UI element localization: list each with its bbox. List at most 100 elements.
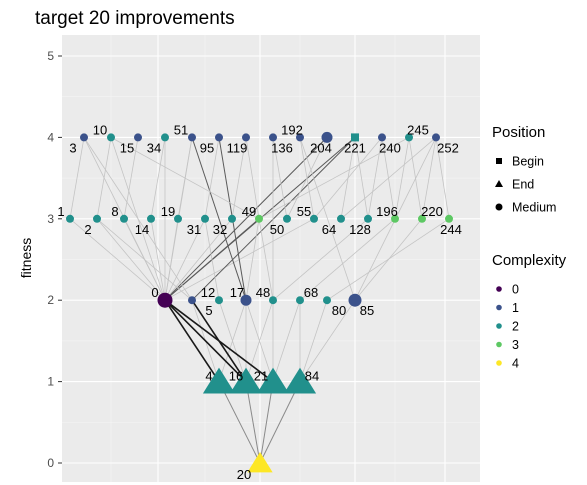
- node-label: 14: [135, 222, 149, 237]
- node-label: 5: [205, 303, 212, 318]
- node-label: 3: [69, 140, 76, 155]
- edge: [164, 218, 179, 301]
- edge: [164, 218, 206, 301]
- node-marker: [134, 133, 142, 142]
- node-marker: [269, 133, 277, 142]
- node-label: 19: [161, 204, 175, 219]
- node-label: 10: [93, 122, 107, 137]
- edge: [245, 381, 261, 464]
- node-marker: [269, 296, 277, 305]
- edge: [421, 137, 437, 219]
- node-label: 4: [205, 369, 212, 384]
- edge: [354, 137, 369, 219]
- edge: [150, 218, 166, 301]
- edge: [299, 137, 315, 219]
- legend-marker-end: [495, 180, 503, 187]
- node-marker: [157, 292, 173, 308]
- node-label: 85: [360, 303, 374, 318]
- legend-marker-complexity: [496, 304, 502, 311]
- edge: [231, 137, 247, 219]
- edge: [218, 300, 247, 382]
- node-label: 31: [187, 222, 201, 237]
- node-label: 240: [379, 140, 401, 155]
- y-tick-label: 3: [47, 212, 54, 226]
- node-marker: [242, 133, 250, 142]
- node-marker: [296, 296, 304, 305]
- node-label: 95: [200, 140, 214, 155]
- node-label: 80: [332, 303, 346, 318]
- node-label: 15: [120, 140, 134, 155]
- edge: [272, 218, 369, 301]
- edge: [164, 137, 328, 301]
- node-label: 1: [57, 204, 64, 219]
- chart-title: target 20 improvements: [35, 8, 235, 29]
- y-tick-label: 0: [47, 456, 54, 470]
- legend-marker-complexity: [496, 360, 502, 366]
- edge: [259, 381, 274, 464]
- node-marker: [255, 214, 263, 223]
- edge: [354, 218, 423, 301]
- node-marker: [378, 133, 386, 142]
- node-label: 136: [271, 140, 293, 155]
- legend-label: 0: [512, 283, 519, 297]
- legend-marker-complexity: [496, 341, 502, 348]
- legend-title-complexity: Complexity: [492, 252, 567, 269]
- legend-label: 1: [512, 301, 519, 315]
- node-label: 12: [201, 285, 215, 300]
- node-marker: [107, 133, 115, 142]
- y-axis-label: fitness: [18, 238, 34, 278]
- node-marker: [364, 214, 372, 223]
- edge: [204, 218, 220, 301]
- legend-marker-medium: [495, 203, 503, 211]
- edge: [96, 137, 112, 219]
- node-label: 50: [270, 222, 284, 237]
- node-marker: [348, 293, 362, 307]
- node-marker: [215, 133, 223, 142]
- node-marker: [405, 133, 413, 142]
- edge: [164, 299, 274, 383]
- node-label: 51: [174, 122, 188, 137]
- node-marker: [147, 214, 155, 223]
- edge: [367, 137, 383, 219]
- node-label: 84: [305, 369, 319, 384]
- edge: [204, 137, 220, 219]
- legend-title-position: Position: [492, 124, 545, 141]
- edge: [435, 137, 450, 219]
- legend-label: End: [512, 178, 534, 192]
- plot-panel: [62, 35, 480, 482]
- edge: [218, 381, 261, 464]
- edge: [123, 137, 139, 219]
- edge: [340, 137, 356, 219]
- node-marker-end: [247, 452, 273, 473]
- node-label: 21: [254, 369, 268, 384]
- node-label: 2: [84, 222, 91, 237]
- edge: [245, 218, 260, 301]
- legend: Position Begin End Medium Complexity 0 1 2 3 4: [492, 124, 567, 371]
- legend-label: 2: [512, 320, 519, 334]
- node-marker-end: [202, 367, 236, 394]
- edge: [299, 299, 356, 382]
- node-marker: [283, 214, 291, 223]
- node-marker: [188, 133, 196, 142]
- node-label: 34: [147, 140, 161, 155]
- node-marker: [174, 214, 182, 223]
- edge: [259, 381, 301, 464]
- node-label: 68: [304, 285, 318, 300]
- node-marker: [321, 131, 333, 143]
- node-label: 220: [421, 204, 443, 219]
- node-label: 119: [227, 140, 248, 155]
- node-label: 221: [344, 140, 366, 155]
- node-marker: [310, 214, 318, 223]
- edge: [177, 137, 193, 219]
- edge: [69, 218, 166, 301]
- legend-label: 3: [512, 338, 519, 352]
- node-label: 192: [281, 122, 303, 137]
- node-label: 196: [376, 204, 398, 219]
- node-marker: [201, 214, 209, 223]
- node-marker-begin: [351, 133, 359, 142]
- node-marker: [418, 214, 426, 223]
- node-label: 49: [242, 204, 256, 219]
- edge: [299, 218, 396, 301]
